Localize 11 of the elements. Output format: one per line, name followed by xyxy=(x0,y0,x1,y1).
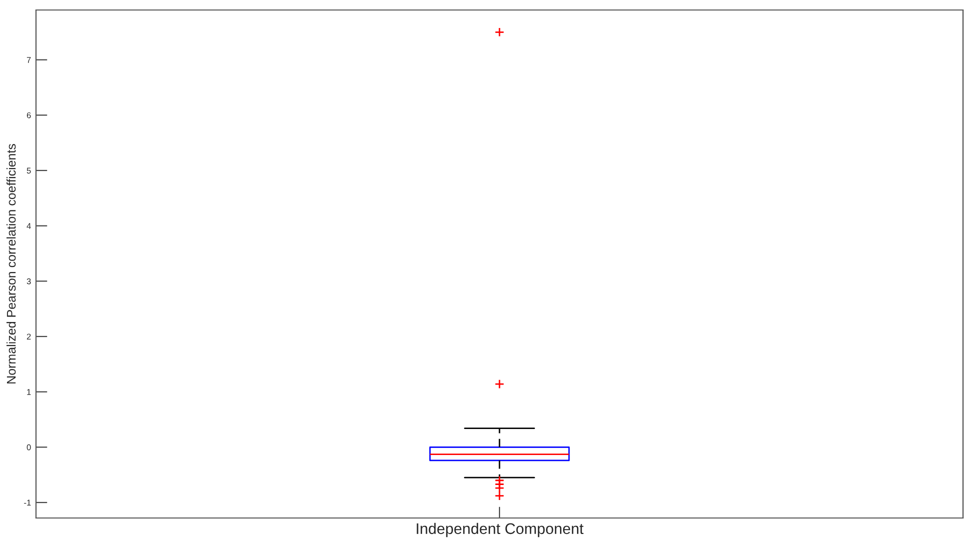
x-tick-label: Independent Component xyxy=(416,522,584,538)
y-tick-label: 6 xyxy=(26,112,31,118)
y-tick-label: -1 xyxy=(24,500,31,506)
y-tick-label: 0 xyxy=(26,444,31,450)
y-tick-label: 2 xyxy=(26,334,31,340)
y-tick-label: 5 xyxy=(26,168,31,174)
y-tick-label: 3 xyxy=(26,278,31,284)
y-tick-label: 1 xyxy=(27,389,31,395)
y-tick-label: 4 xyxy=(26,223,31,229)
y-tick-label: 7 xyxy=(26,57,31,63)
y-axis-title: Normalized Pearson correlation coefficients xyxy=(6,144,16,384)
